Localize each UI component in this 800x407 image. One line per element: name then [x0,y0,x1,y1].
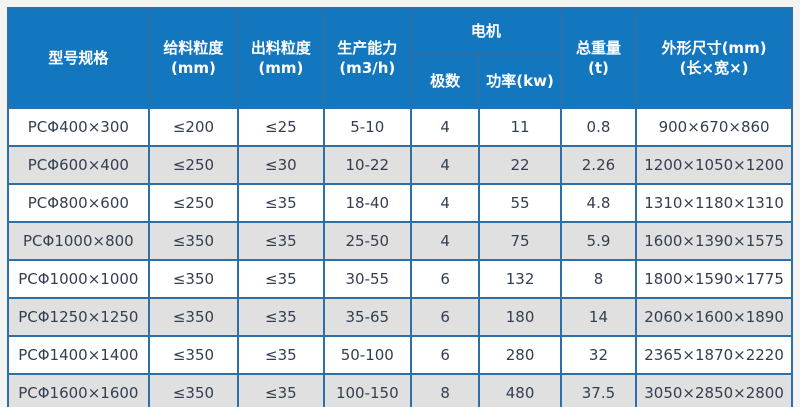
table-cell: PCΦ400×300 [7,107,150,147]
table-cell: ≤250 [147,145,240,185]
header-feed-size: 给料粒度 (mm) [147,7,240,109]
table-cell: 2060×1600×1890 [635,297,793,337]
table-cell: 132 [478,259,562,299]
table-cell: 55 [478,183,562,223]
table-cell: PCΦ1250×1250 [7,297,150,337]
table-cell: 4 [410,221,481,261]
table-cell: 10-22 [322,145,413,185]
table-row: PCΦ400×300 ≤200 ≤25 5-10 4 11 0.8 900×670×860 [7,107,793,147]
table-cell: ≤25 [237,107,325,147]
table-cell: 900×670×860 [635,107,793,147]
table-cell: ≤35 [237,183,325,223]
table-cell: ≤35 [237,373,325,407]
table-cell: 4 [410,183,481,223]
header-motor-poles: 极数 [410,53,481,109]
table-cell: 8 [410,373,481,407]
table-cell: 0.8 [559,107,638,147]
table-cell: 6 [410,335,481,375]
table-cell: PCΦ600×400 [7,145,150,185]
header-weight: 总重量 (t) [559,7,638,109]
table-cell: PCΦ1400×1400 [7,335,150,375]
table-cell: ≤350 [147,335,240,375]
table-cell: 18-40 [322,183,413,223]
table-cell: ≤350 [147,297,240,337]
table-body: PCΦ400×300 ≤200 ≤25 5-10 4 11 0.8 900×670×860 PC… [7,107,793,407]
table-row: PCΦ800×600 ≤250 ≤35 18-40 4 55 4.8 1310×1180×13… [7,183,793,223]
table-cell: 22 [478,145,562,185]
table-row: PCΦ1000×1000 ≤350 ≤35 30-55 6 132 8 1800×1590×1… [7,259,793,299]
table-cell: ≤35 [237,259,325,299]
table-cell: ≤35 [237,297,325,337]
header-capacity: 生产能力 (m3/h) [322,7,413,109]
table-cell: PCΦ800×600 [7,183,150,223]
table-cell: PCΦ1000×1000 [7,259,150,299]
header-row-sub: 极数 功率(kw) [8,53,792,109]
table-cell: PCΦ1000×800 [7,221,150,261]
table-cell: PCΦ1600×1600 [7,373,150,407]
table-cell: ≤350 [147,259,240,299]
table-row: PCΦ1250×1250 ≤350 ≤35 35-65 6 180 14 2060×1600×… [7,297,793,337]
table-cell: ≤35 [237,335,325,375]
header-dimensions: 外形尺寸(mm) (长×宽×) [635,7,793,109]
table-cell: 8 [559,259,638,299]
table-cell: ≤350 [147,373,240,407]
table-row: PCΦ1400×1400 ≤350 ≤35 50-100 6 280 32 2365×1870… [7,335,793,375]
table-cell: 75 [478,221,562,261]
table-cell: 25-50 [322,221,413,261]
table-row: PCΦ600×400 ≤250 ≤30 10-22 4 22 2.26 1200×1050×1… [7,145,793,185]
table-cell: 50-100 [322,335,413,375]
table-cell: 6 [410,297,481,337]
table-cell: 180 [478,297,562,337]
table-cell: ≤35 [237,221,325,261]
table-cell: 280 [478,335,562,375]
header-output-size: 出料粒度 (mm) [237,7,325,109]
table-cell: 3050×2850×2800 [635,373,793,407]
table-cell: ≤350 [147,221,240,261]
table-cell: 1310×1180×1310 [635,183,793,223]
table-cell: 35-65 [322,297,413,337]
table-cell: 14 [559,297,638,337]
table-cell: ≤30 [237,145,325,185]
table-cell: ≤250 [147,183,240,223]
table-cell: 2.26 [559,145,638,185]
table-cell: 37.5 [559,373,638,407]
table-cell: ≤200 [147,107,240,147]
table-cell: 11 [478,107,562,147]
table-cell: 1800×1590×1775 [635,259,793,299]
table-row: PCΦ1600×1600 ≤350 ≤35 100-150 8 480 37.5 3050×2… [7,373,793,407]
table-cell: 100-150 [322,373,413,407]
table-cell: 1600×1390×1575 [635,221,793,261]
header-model-label: 型号规格 [48,48,109,67]
table-cell: 6 [410,259,481,299]
table-cell: 4.8 [559,183,638,223]
table-cell: 5-10 [322,107,413,147]
table-cell: 30-55 [322,259,413,299]
header-motor-group: 电机 [410,7,562,55]
spec-table: 型号规格 给料粒度 (mm) 出料粒度 (mm) 生产能力 (m3/h) 电机 [7,7,793,407]
header-motor-power: 功率(kw) [478,53,562,109]
table-cell: 32 [559,335,638,375]
table-cell: 4 [410,145,481,185]
table-cell: 5.9 [559,221,638,261]
header-model: 型号规格 [7,7,150,109]
table-cell: 4 [410,107,481,147]
table-row: PCΦ1000×800 ≤350 ≤35 25-50 4 75 5.9 1600×1390×1… [7,221,793,261]
table-cell: 480 [478,373,562,407]
header-row-top: 型号规格 给料粒度 (mm) 出料粒度 (mm) 生产能力 (m3/h) 电机 [7,7,793,109]
table-cell: 2365×1870×2220 [635,335,793,375]
table-cell: 1200×1050×1200 [635,145,793,185]
table-header: 型号规格 给料粒度 (mm) 出料粒度 (mm) 生产能力 (m3/h) 电机 [7,7,793,109]
